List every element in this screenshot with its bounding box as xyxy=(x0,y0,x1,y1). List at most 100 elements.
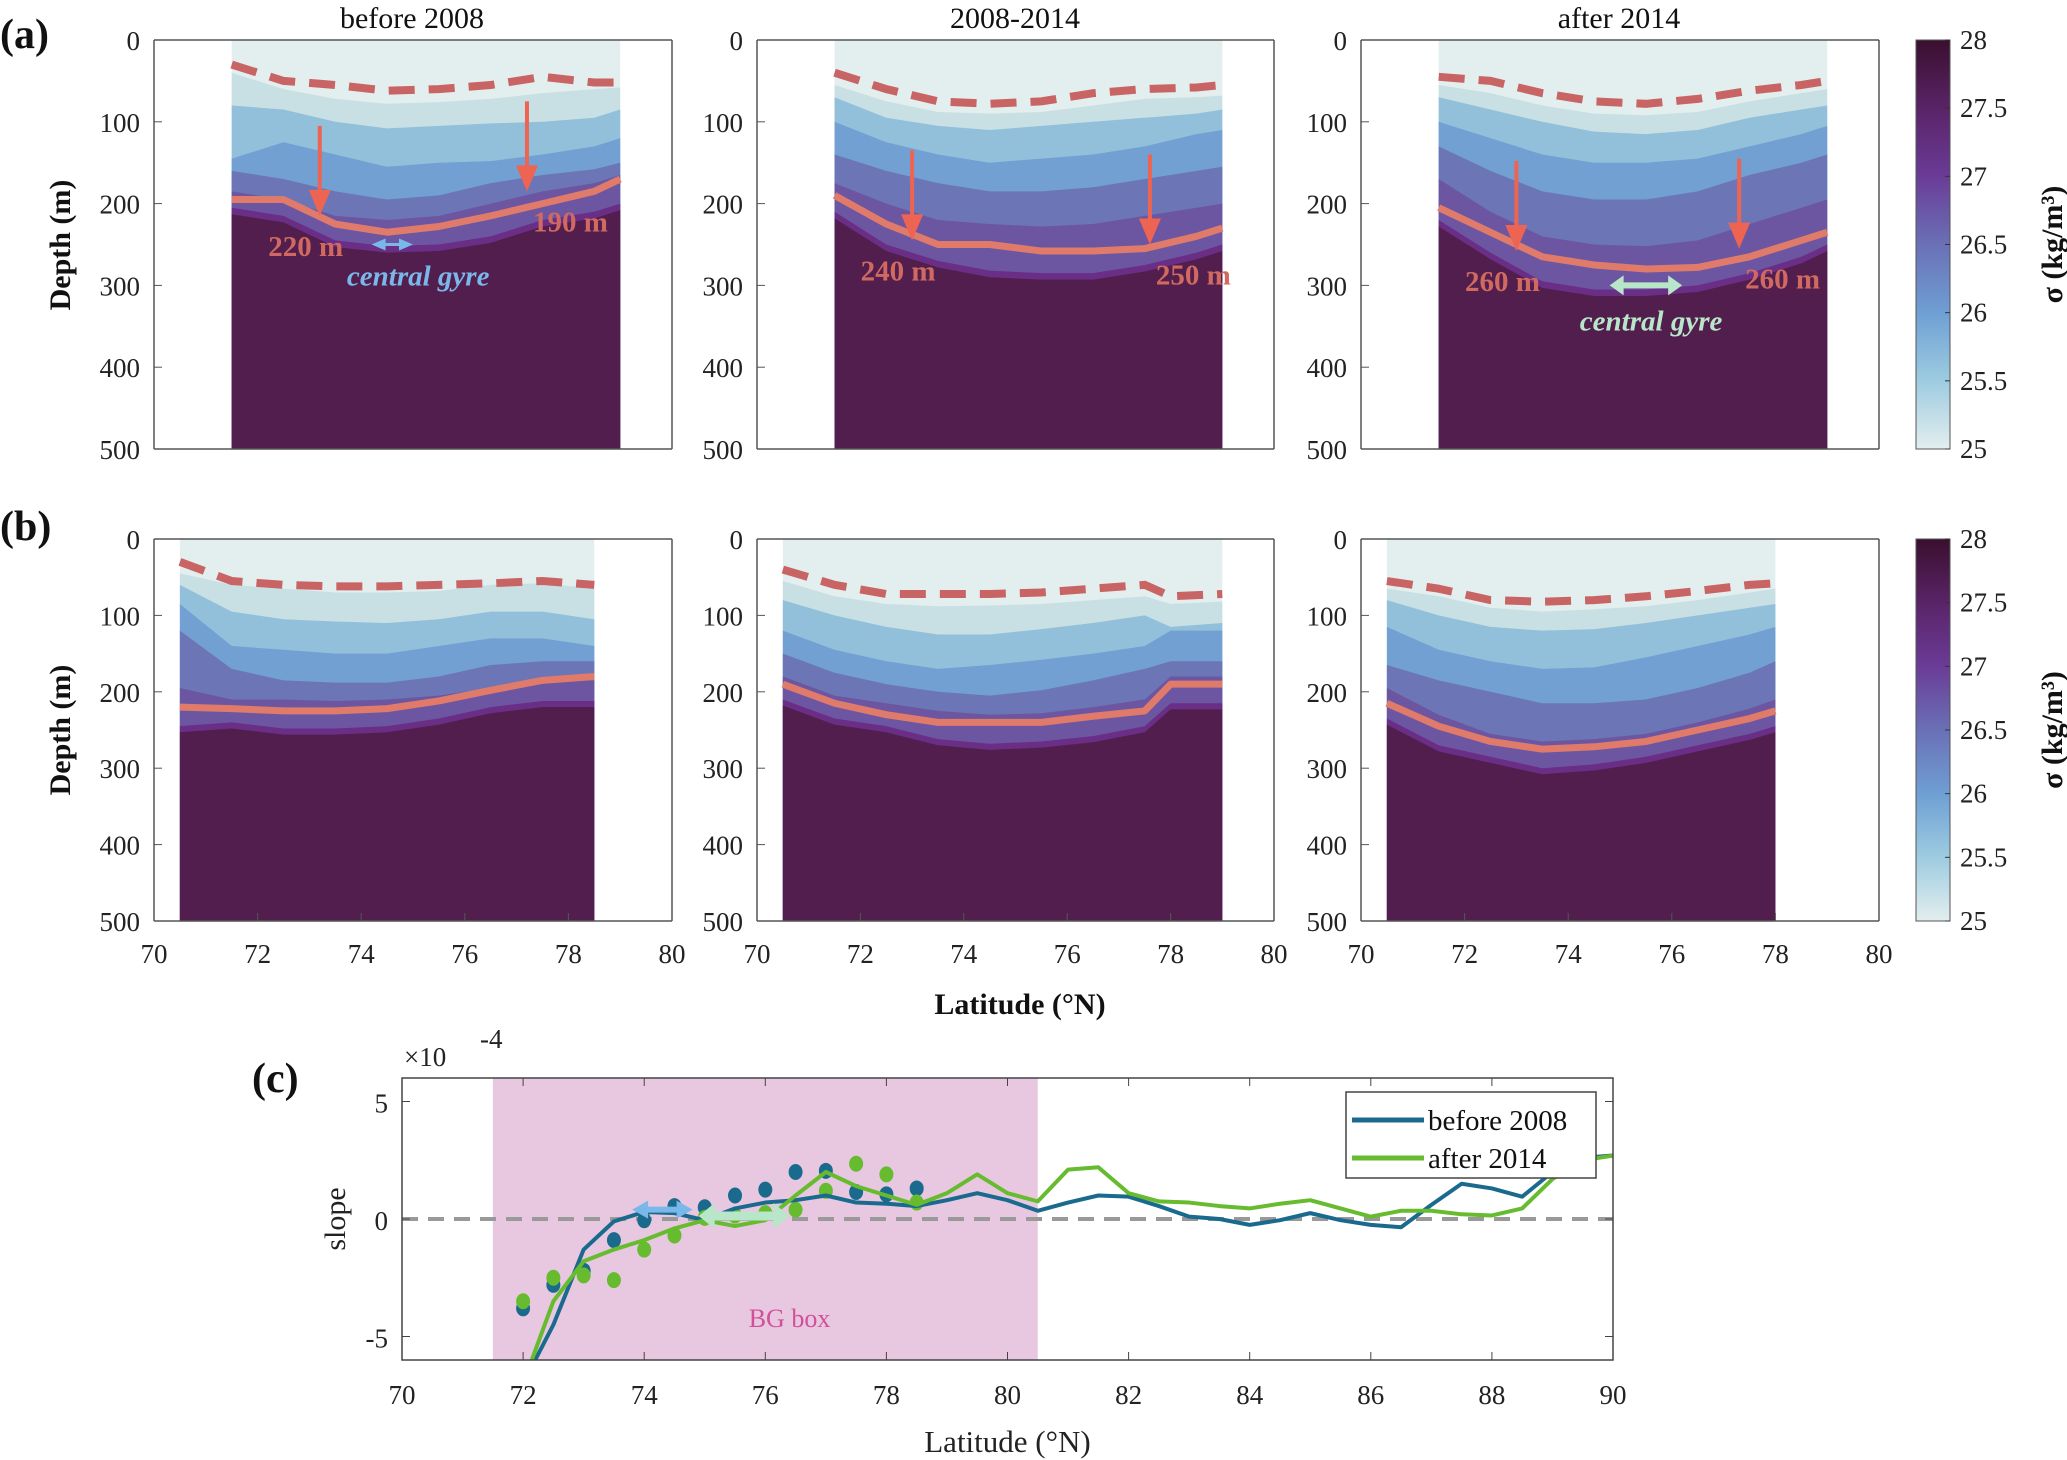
y-tick-label: 200 xyxy=(703,678,744,708)
depth-axis-label-a: Depth (m) xyxy=(44,180,77,311)
y-tick-label: 300 xyxy=(100,754,141,784)
depth-annotation: 260 m xyxy=(1465,266,1540,298)
arrow-head-icon xyxy=(901,214,924,241)
data-point-before-2008 xyxy=(909,1180,924,1197)
x-tick-label: 78 xyxy=(555,939,582,969)
colorbar-tick-label: 25.5 xyxy=(1960,842,2007,872)
isopycnal-line xyxy=(179,673,595,715)
arrow-head-icon xyxy=(773,1203,790,1230)
data-point-after-2014 xyxy=(788,1201,803,1218)
bg-box-label: BG box xyxy=(749,1304,831,1333)
colorbar-tick-label: 25.5 xyxy=(1960,366,2007,396)
density-layer xyxy=(1386,724,1776,921)
x-tick-label: 82 xyxy=(1115,1380,1142,1410)
y-tick-label: 100 xyxy=(1307,108,1348,138)
colorbar-gradient xyxy=(1915,39,1951,450)
x-tick-label: 74 xyxy=(1555,939,1583,969)
x-tick-label: 84 xyxy=(1236,1380,1264,1410)
colorbar-tick-label: 28 xyxy=(1960,524,1987,554)
arrow-head-icon xyxy=(1505,225,1528,252)
panel-label-b: (b) xyxy=(0,504,51,550)
data-point-after-2014 xyxy=(606,1272,621,1289)
x-tick-label: 76 xyxy=(1658,939,1685,969)
density-layer xyxy=(231,210,621,449)
colorbar: 25 25.5 26 26.5 27 27.5 28 σ (kg/m³) xyxy=(1915,25,2067,464)
arrow-head-icon xyxy=(676,1200,693,1219)
y-tick-label: 100 xyxy=(100,108,141,138)
latitude-axis-label: Latitude (°N) xyxy=(934,988,1105,1021)
y-tick-label: 400 xyxy=(1307,831,1348,861)
x-tick-label: 74 xyxy=(348,939,376,969)
colorbar-tick-label: 27 xyxy=(1960,651,1987,681)
arrow-head-icon xyxy=(698,1203,715,1230)
colorbar-tick-label: 25 xyxy=(1960,434,1987,464)
data-point-after-2014 xyxy=(576,1267,591,1284)
depth-annotation: 220 m xyxy=(268,231,343,263)
x-tick-label: 76 xyxy=(752,1380,779,1410)
x-tick-label: 78 xyxy=(873,1380,900,1410)
arrow-head-icon xyxy=(1668,275,1683,296)
y-tick-label: 100 xyxy=(703,108,744,138)
y-tick-label: 0 xyxy=(375,1206,389,1236)
x-axis-label: Latitude (°N) xyxy=(924,1424,1090,1459)
panel-label-c: (c) xyxy=(252,1056,299,1102)
column-title-before-2008: before 2008 xyxy=(340,2,484,35)
y-tick-label: 300 xyxy=(1307,271,1348,301)
column-title-2008-2014: 2008-2014 xyxy=(950,2,1080,35)
y-tick-label: 100 xyxy=(1307,601,1348,631)
data-point-before-2008 xyxy=(728,1187,743,1204)
mixed-layer-dashed-line xyxy=(1438,72,1828,108)
mixed-layer-dashed-line xyxy=(1386,577,1776,606)
panel-label-a: (a) xyxy=(0,12,49,58)
density-layer xyxy=(179,707,595,921)
y-tick-label: 500 xyxy=(1307,907,1348,937)
x-tick-label: 88 xyxy=(1478,1380,1505,1410)
y-tick-label: 0 xyxy=(730,525,744,555)
x-tick-label: 78 xyxy=(1157,939,1184,969)
depth-annotation: 260 m xyxy=(1745,264,1820,296)
arrow-head-icon xyxy=(308,189,331,216)
y-tick-label: 400 xyxy=(100,831,141,861)
x-tick-label: 72 xyxy=(510,1380,537,1410)
y-tick-label: 300 xyxy=(703,754,744,784)
central-gyre-label: central gyre xyxy=(347,260,490,292)
isopycnal-line xyxy=(231,175,622,236)
legend-label: after 2014 xyxy=(1428,1143,1547,1175)
colorbar-tick-label: 26 xyxy=(1960,779,1987,809)
x-tick-label: 78 xyxy=(1762,939,1789,969)
data-point-after-2014 xyxy=(546,1269,561,1286)
colorbar: 25 25.5 26 26.5 27 27.5 28 σ (kg/m³) xyxy=(1915,524,2067,936)
colorbar-gradient xyxy=(1915,538,1951,922)
data-point-after-2014 xyxy=(637,1241,652,1258)
x-tick-label: 76 xyxy=(451,939,478,969)
colorbar-tick-label: 25 xyxy=(1960,906,1987,936)
x-tick-label: 72 xyxy=(847,939,874,969)
density-layer xyxy=(1438,226,1828,449)
arrow-head-icon xyxy=(1728,222,1751,249)
y-tick-label: 400 xyxy=(703,831,744,861)
y-tick-label: -5 xyxy=(366,1324,389,1354)
y-tick-label: 200 xyxy=(703,190,744,220)
y-tick-label: 0 xyxy=(730,26,744,56)
x-tick-label: 80 xyxy=(1866,939,1893,969)
x-tick-label: 70 xyxy=(141,939,168,969)
y-tick-label: 0 xyxy=(127,525,141,555)
y-multiplier: ×10 xyxy=(404,1042,446,1072)
y-tick-label: 400 xyxy=(703,353,744,383)
column-title-after-2014: after 2014 xyxy=(1558,2,1680,35)
y-exponent: -4 xyxy=(480,1024,503,1054)
y-tick-label: 200 xyxy=(1307,190,1348,220)
y-tick-label: 200 xyxy=(100,190,141,220)
y-tick-label: 5 xyxy=(375,1089,389,1119)
depth-annotation: 250 m xyxy=(1156,260,1231,292)
y-tick-label: 300 xyxy=(100,271,141,301)
density-layer xyxy=(834,218,1223,449)
colorbar-tick-label: 26.5 xyxy=(1960,715,2007,745)
colorbar-label: σ (kg/m³) xyxy=(2036,186,2067,304)
colorbar-tick-label: 26.5 xyxy=(1960,230,2007,260)
y-tick-label: 500 xyxy=(100,435,141,465)
isopycnal-line xyxy=(781,680,1223,726)
